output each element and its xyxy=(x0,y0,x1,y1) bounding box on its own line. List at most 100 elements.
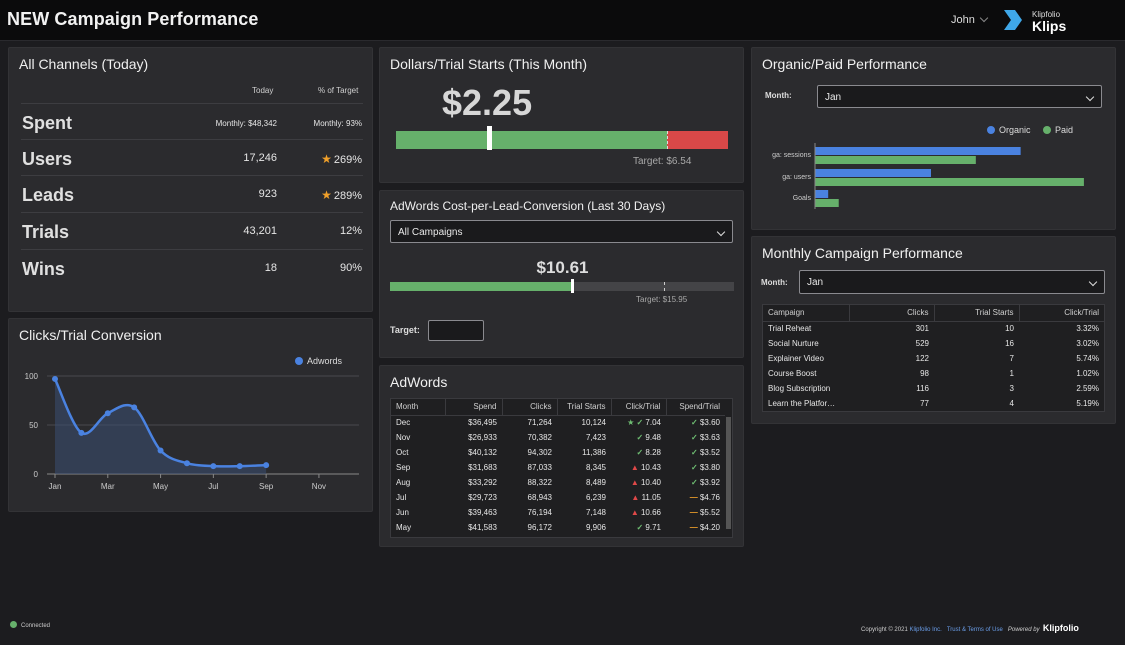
table-row[interactable]: Course Boost 98 1 1.02% xyxy=(763,366,1104,381)
cell-click-trial-value: 11.05 xyxy=(641,493,661,502)
cell-spend-trial: ✓ $3.92 xyxy=(666,475,725,490)
table-row[interactable]: Oct $40,132 94,302 11,386 ✓ 8.28 ✓ $3.52 xyxy=(391,445,725,460)
cell-campaign: Learn the Platfor… xyxy=(768,399,836,408)
table-row[interactable]: May $41,583 96,172 9,906 ✓ 9.71— $4.20 xyxy=(391,520,725,535)
all-channels-panel: All Channels (Today) Today % of Target S… xyxy=(8,47,373,312)
channel-row-spent: Spent Monthly: $48,342 Monthly: 93% xyxy=(21,103,363,139)
organic-month-dropdown[interactable]: Jan xyxy=(817,85,1102,108)
chevron-down-icon xyxy=(716,227,726,237)
table-row[interactable]: Trial Reheat 301 10 3.32% xyxy=(763,321,1104,336)
monthly-campaign-panel: Monthly Campaign Performance Month: Jan … xyxy=(751,236,1116,424)
cell-click-trial: ▲ 10.40 xyxy=(611,475,666,490)
cell-clicks: 77 xyxy=(920,399,929,408)
user-name: John xyxy=(951,14,975,26)
chart-legend: Organic Paid xyxy=(987,125,1073,135)
check-icon: ✓ xyxy=(691,478,698,487)
chevron-down-icon xyxy=(1088,277,1098,287)
bar-organic xyxy=(815,147,1021,155)
table-row[interactable]: Jun $39,463 76,194 7,148 ▲ 10.66— $5.52 xyxy=(391,505,725,520)
legend-label-paid: Paid xyxy=(1055,125,1074,135)
klips-logo[interactable]: Klipfolio Klips xyxy=(1002,8,1082,34)
warning-icon: ▲ xyxy=(631,493,640,502)
adwords-panel: AdWords Month Spend Clicks Trial Starts … xyxy=(379,365,744,547)
col-spend[interactable]: Spend xyxy=(445,399,503,416)
cell-trials: 7,148 xyxy=(585,508,606,517)
monthly-month-dropdown[interactable]: Jan xyxy=(799,270,1105,294)
adwords-cpl-panel: AdWords Cost-per-Lead-Conversion (Last 3… xyxy=(379,190,744,358)
table-row[interactable]: Aug $33,292 88,322 8,489 ▲ 10.40 ✓ $3.92 xyxy=(391,475,725,490)
series-area xyxy=(55,378,267,474)
table-row[interactable]: Blog Subscription 116 3 2.59% xyxy=(763,381,1104,396)
col-spend-trial[interactable]: Spend/Trial xyxy=(666,399,725,416)
legend-dot-icon xyxy=(987,126,995,134)
cell-click-trial: ★ ✓ 7.04 xyxy=(611,415,666,430)
col-trial-starts[interactable]: Trial Starts xyxy=(934,305,1020,322)
campaign-dropdown[interactable]: All Campaigns xyxy=(390,220,733,243)
check-icon: ✓ xyxy=(691,463,698,472)
cell-month: Sep xyxy=(396,463,411,472)
x-tick-label: Sep xyxy=(259,482,274,491)
data-point xyxy=(52,375,58,382)
cell-click-trial: ▲ 11.05 xyxy=(611,490,666,505)
company-link[interactable]: Klipfolio Inc. xyxy=(909,627,942,633)
cell-spend-trial: — $4.76 xyxy=(666,490,725,505)
connection-status: Connected xyxy=(10,621,50,629)
col-clicks[interactable]: Clicks xyxy=(849,305,935,322)
campaign-dropdown-value: All Campaigns xyxy=(398,227,463,238)
col-trial-starts[interactable]: Trial Starts xyxy=(557,399,612,416)
col-clicks[interactable]: Clicks xyxy=(502,399,558,416)
cell-campaign: Course Boost xyxy=(768,369,817,378)
logo-big-text: Klips xyxy=(1032,18,1067,34)
table-row[interactable]: Learn the Platfor… 77 4 5.19% xyxy=(763,396,1104,411)
table-row[interactable]: Sep $31,683 87,033 8,345 ▲ 10.43 ✓ $3.80 xyxy=(391,460,725,475)
cell-spend-trial-value: $3.92 xyxy=(699,478,720,487)
table-row[interactable]: Explainer Video 122 7 5.74% xyxy=(763,351,1104,366)
cell-spend-trial-value: $3.80 xyxy=(699,463,720,472)
check-icon: ✓ xyxy=(636,433,644,442)
footer-links: Copyright © 2021 Klipfolio Inc. Trust & … xyxy=(861,623,1079,633)
chevron-down-icon xyxy=(979,13,989,23)
table-scrollbar[interactable] xyxy=(726,417,731,529)
data-point xyxy=(183,460,190,467)
table-row[interactable]: Jul $29,723 68,943 6,239 ▲ 11.05— $4.76 xyxy=(391,490,725,505)
cell-clicks: 98 xyxy=(920,369,929,378)
target-input[interactable] xyxy=(428,320,484,341)
cell-trials: 16 xyxy=(1005,339,1014,348)
logo-small-text: Klipfolio xyxy=(1032,10,1061,19)
dash-icon: — xyxy=(689,523,698,532)
table-row[interactable]: Dec $36,495 71,264 10,124 ★ ✓ 7.04 ✓ $3.60 xyxy=(391,415,725,430)
channel-label: Wins xyxy=(22,259,65,279)
col-campaign[interactable]: Campaign xyxy=(763,305,850,322)
col-click-trial[interactable]: Click/Trial xyxy=(611,399,667,416)
dash-icon: — xyxy=(689,493,698,502)
terms-link[interactable]: Trust & Terms of Use xyxy=(946,627,1003,633)
channel-today-value: 923 xyxy=(258,188,277,200)
cell-click-trial: 2.59% xyxy=(1076,384,1099,393)
cpl-target-marker xyxy=(664,282,665,291)
cell-trials: 7,423 xyxy=(585,433,606,442)
cell-click-trial: 3.02% xyxy=(1076,339,1099,348)
cell-trials: 8,345 xyxy=(585,463,606,472)
page-title: NEW Campaign Performance xyxy=(7,9,259,29)
cell-campaign: Social Nurture xyxy=(768,339,819,348)
check-icon: ✓ xyxy=(691,418,698,428)
monthly-table: Campaign Clicks Trial Starts Click/Trial… xyxy=(762,304,1105,412)
cell-month: Aug xyxy=(396,478,411,487)
col-month[interactable]: Month xyxy=(391,399,446,416)
cell-spend-trial-value: $3.63 xyxy=(699,433,720,442)
table-row[interactable]: Nov $26,933 70,382 7,423 ✓ 9.48 ✓ $3.63 xyxy=(391,430,725,445)
cell-clicks: 76,194 xyxy=(527,508,552,517)
cell-click-trial-value: 9.48 xyxy=(645,433,661,442)
cell-click-trial-value: 10.40 xyxy=(640,478,661,487)
col-click-trial[interactable]: Click/Trial xyxy=(1019,305,1104,322)
cell-month: Nov xyxy=(396,433,411,442)
channel-today-value: Monthly: $48,342 xyxy=(215,119,277,128)
cell-spend-trial: ✓ $3.52 xyxy=(666,445,725,460)
user-menu[interactable]: John xyxy=(951,13,989,26)
table-row[interactable]: Social Nurture 529 16 3.02% xyxy=(763,336,1104,351)
cell-campaign: Explainer Video xyxy=(768,354,824,363)
footer-brand-logo[interactable]: Klipfolio xyxy=(1042,623,1079,633)
cell-clicks: 71,264 xyxy=(527,418,552,428)
cell-trials: 4 xyxy=(1009,399,1014,408)
